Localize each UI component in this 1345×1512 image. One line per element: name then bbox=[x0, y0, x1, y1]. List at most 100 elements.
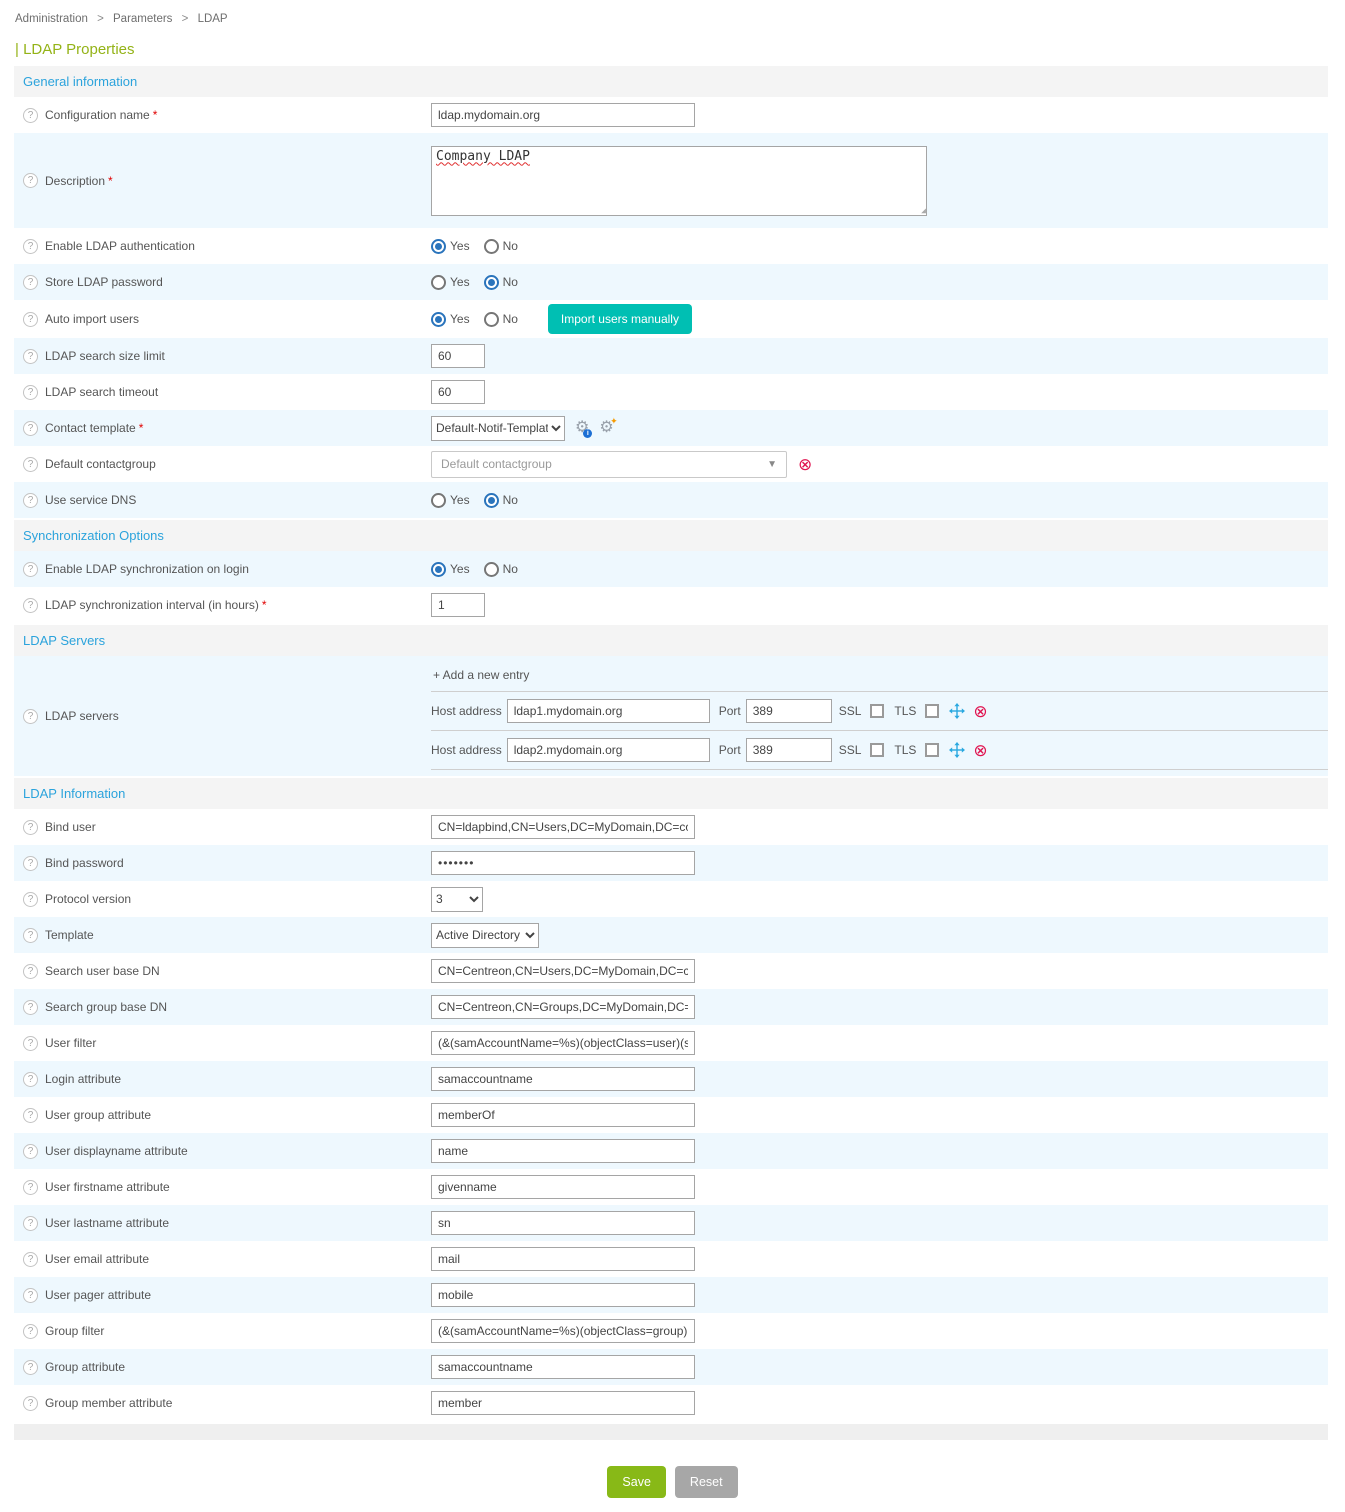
radio-no-circle[interactable] bbox=[483, 274, 499, 290]
radio-yes-circle[interactable] bbox=[431, 238, 446, 254]
ssl-checkbox[interactable] bbox=[870, 704, 885, 718]
save-button[interactable]: Save bbox=[607, 1466, 666, 1498]
edit-contact-template-icon[interactable]: ⚙ ✦ bbox=[599, 416, 617, 436]
help-icon[interactable]: ? bbox=[23, 1107, 38, 1123]
radio-no-circle[interactable] bbox=[483, 238, 499, 254]
radio-yes[interactable]: Yes bbox=[431, 492, 470, 508]
search-user-base-dn-input[interactable] bbox=[431, 959, 695, 983]
radio-yes[interactable]: Yes bbox=[431, 274, 470, 290]
add-new-entry-link[interactable]: + Add a new entry bbox=[431, 660, 1328, 692]
help-icon[interactable]: ? bbox=[23, 1287, 38, 1303]
configuration-name-input[interactable] bbox=[431, 103, 695, 127]
help-icon[interactable]: ? bbox=[23, 1215, 38, 1231]
group-filter-input[interactable] bbox=[431, 1319, 695, 1343]
breadcrumb-administration[interactable]: Administration bbox=[15, 13, 88, 25]
bind-user-input[interactable] bbox=[431, 815, 695, 839]
clear-contactgroup-icon[interactable]: ⊗ bbox=[798, 454, 813, 474]
help-icon[interactable]: ? bbox=[23, 274, 38, 290]
radio-yes[interactable]: Yes bbox=[431, 311, 470, 327]
ssl-checkbox[interactable] bbox=[870, 743, 885, 757]
help-icon[interactable]: ? bbox=[23, 1359, 38, 1375]
radio-yes[interactable]: Yes bbox=[431, 238, 470, 254]
user-pager-attribute-input[interactable] bbox=[431, 1283, 695, 1307]
radio-yes-circle[interactable] bbox=[431, 311, 446, 327]
port-input[interactable] bbox=[745, 738, 832, 762]
help-icon[interactable]: ? bbox=[23, 963, 38, 979]
delete-entry-icon[interactable]: ⊗ bbox=[973, 701, 988, 721]
help-icon[interactable]: ? bbox=[23, 311, 38, 327]
help-icon[interactable]: ? bbox=[23, 348, 38, 364]
radio-yes-label: Yes bbox=[450, 312, 470, 326]
radio-no-circle[interactable] bbox=[483, 311, 499, 327]
radio-no[interactable]: No bbox=[483, 311, 518, 327]
radio-yes-circle[interactable] bbox=[431, 561, 446, 577]
help-icon[interactable]: ? bbox=[23, 561, 38, 577]
help-icon[interactable]: ? bbox=[23, 819, 38, 835]
protocol-version-select[interactable]: 3 bbox=[431, 886, 483, 912]
breadcrumb-ldap[interactable]: LDAP bbox=[197, 13, 228, 25]
help-icon[interactable]: ? bbox=[23, 456, 38, 472]
host-address-input[interactable] bbox=[506, 699, 710, 723]
delete-entry-icon[interactable]: ⊗ bbox=[973, 740, 988, 760]
help-icon[interactable]: ? bbox=[23, 1143, 38, 1159]
help-icon[interactable]: ? bbox=[23, 1395, 38, 1411]
help-icon[interactable]: ? bbox=[23, 1323, 38, 1339]
help-icon[interactable]: ? bbox=[23, 597, 38, 613]
ldap-sync-interval-input[interactable] bbox=[431, 593, 485, 617]
login-attribute-input[interactable] bbox=[431, 1067, 695, 1091]
bind-password-input[interactable] bbox=[431, 851, 695, 875]
search-group-base-dn-input[interactable] bbox=[431, 995, 695, 1019]
breadcrumb-parameters[interactable]: Parameters bbox=[113, 13, 173, 25]
tls-checkbox[interactable] bbox=[925, 743, 940, 757]
help-icon[interactable]: ? bbox=[23, 1071, 38, 1087]
user-email-attribute-input[interactable] bbox=[431, 1247, 695, 1271]
help-icon[interactable]: ? bbox=[23, 708, 38, 724]
contact-template-select[interactable]: Default-Notif-Template bbox=[431, 415, 565, 441]
ldap-search-size-limit-input[interactable] bbox=[431, 344, 485, 368]
user-displayname-attribute-input[interactable] bbox=[431, 1139, 695, 1163]
radio-yes[interactable]: Yes bbox=[431, 561, 470, 577]
row-user-pager-attribute: ? User pager attribute bbox=[14, 1277, 1328, 1313]
help-icon[interactable]: ? bbox=[23, 173, 38, 188]
help-icon[interactable]: ? bbox=[23, 384, 38, 400]
radio-no[interactable]: No bbox=[483, 238, 518, 254]
view-contact-template-icon[interactable]: ⚙ i bbox=[575, 420, 593, 438]
port-input[interactable] bbox=[745, 699, 832, 723]
radio-no[interactable]: No bbox=[483, 274, 518, 290]
help-icon[interactable]: ? bbox=[23, 1179, 38, 1195]
help-icon[interactable]: ? bbox=[23, 492, 38, 508]
help-icon[interactable]: ? bbox=[23, 855, 38, 871]
move-entry-icon[interactable] bbox=[949, 742, 966, 758]
help-icon[interactable]: ? bbox=[23, 107, 38, 123]
ldap-search-timeout-input[interactable] bbox=[431, 380, 485, 404]
user-lastname-attribute-input[interactable] bbox=[431, 1211, 695, 1235]
radio-yes-circle[interactable] bbox=[431, 492, 446, 508]
radio-no[interactable]: No bbox=[483, 492, 518, 508]
radio-no-circle[interactable] bbox=[483, 561, 499, 577]
reset-button[interactable]: Reset bbox=[674, 1466, 738, 1498]
radio-yes-circle[interactable] bbox=[431, 274, 446, 290]
user-firstname-attribute-input[interactable] bbox=[431, 1175, 695, 1199]
help-icon[interactable]: ? bbox=[23, 927, 38, 943]
help-icon[interactable]: ? bbox=[23, 1251, 38, 1267]
user-filter-input[interactable] bbox=[431, 1031, 695, 1055]
radio-no[interactable]: No bbox=[483, 561, 518, 577]
template-select[interactable]: Active Directory bbox=[431, 922, 539, 948]
move-entry-icon[interactable] bbox=[949, 703, 966, 719]
help-icon[interactable]: ? bbox=[23, 1035, 38, 1051]
help-icon[interactable]: ? bbox=[23, 999, 38, 1015]
host-address-input[interactable] bbox=[506, 738, 710, 762]
resize-grip-icon[interactable]: ◢ bbox=[921, 205, 926, 215]
user-group-attribute-input[interactable] bbox=[431, 1103, 695, 1127]
group-attribute-input[interactable] bbox=[431, 1355, 695, 1379]
import-users-manually-button[interactable]: Import users manually bbox=[547, 304, 692, 334]
description-textarea[interactable]: Company LDAP ◢ bbox=[431, 145, 927, 216]
help-icon[interactable]: ? bbox=[23, 420, 38, 436]
group-member-attribute-input[interactable] bbox=[431, 1391, 695, 1415]
help-icon[interactable]: ? bbox=[23, 238, 38, 254]
default-contactgroup-select[interactable]: Default contactgroup ▼ bbox=[431, 450, 787, 478]
radio-no-circle[interactable] bbox=[483, 492, 499, 508]
help-icon[interactable]: ? bbox=[23, 891, 38, 907]
row-group-attribute: ? Group attribute bbox=[14, 1349, 1328, 1385]
tls-checkbox[interactable] bbox=[925, 704, 940, 718]
